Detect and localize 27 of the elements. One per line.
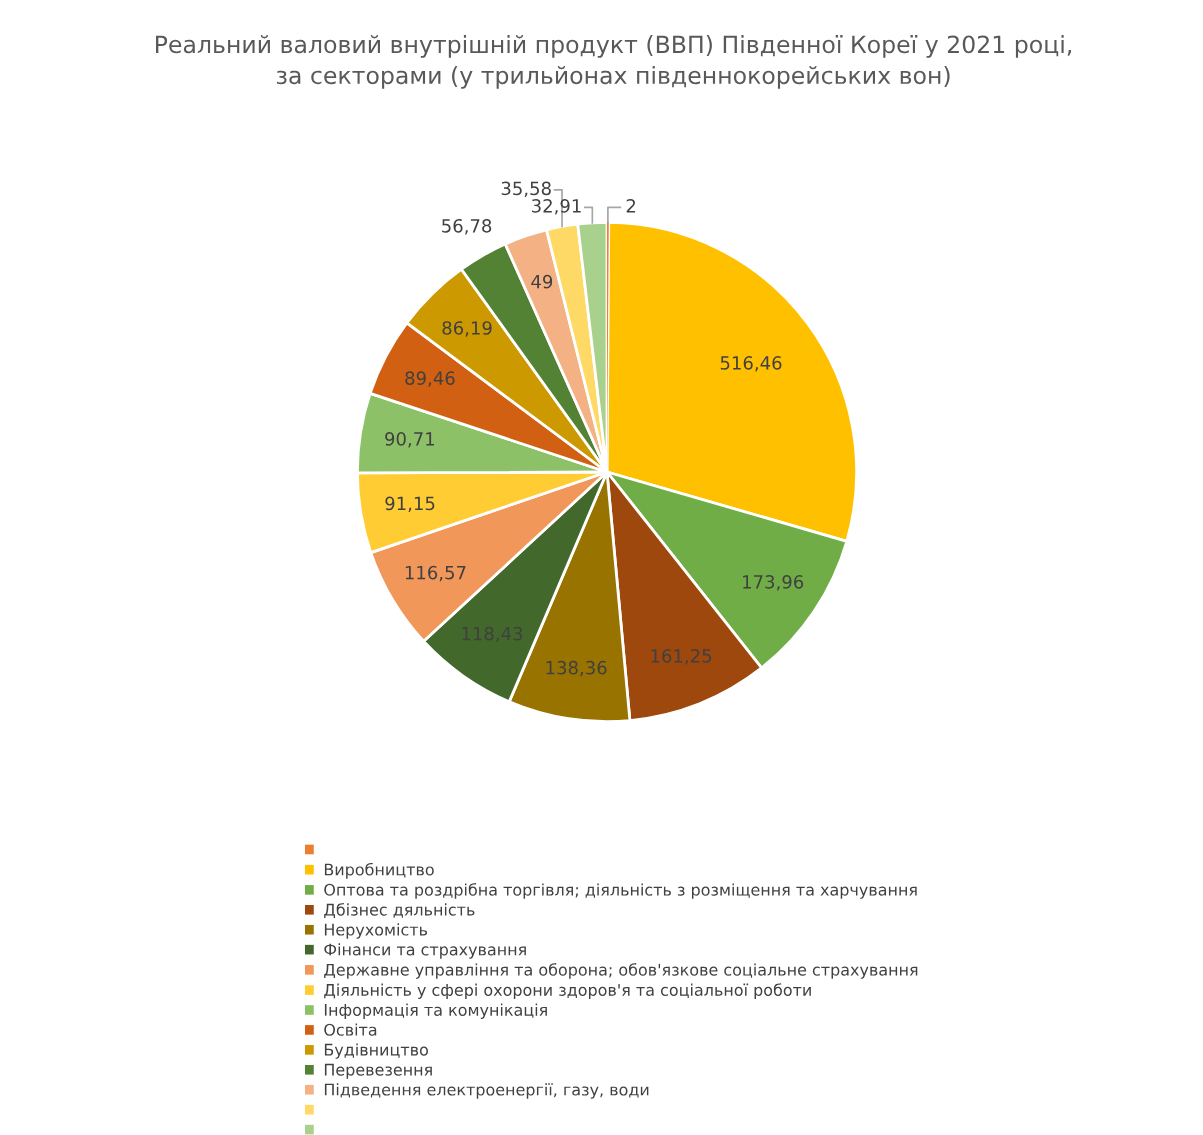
data-label: 116,57 [405, 565, 466, 582]
data-label: 91,15 [385, 496, 435, 513]
data-label: 516,46 [720, 356, 782, 372]
data-label: 138,36 [546, 660, 607, 677]
legend-label: Освіта [324, 1023, 377, 1036]
data-label: 49 [531, 274, 553, 289]
legend-label: Фінанси та страхування [324, 943, 526, 959]
legend-label: Інформація та комунікація [324, 1003, 547, 1019]
data-label: 89,46 [405, 371, 455, 387]
legend-label: Виробництво [324, 862, 434, 879]
legend-label: Дбізнес дяльність [324, 903, 475, 918]
data-label: 90,71 [385, 432, 435, 448]
data-label: 56,78 [442, 218, 492, 235]
data-label: 2 [626, 199, 636, 213]
data-label: 161,25 [651, 649, 712, 665]
chart-title: Реальний валовий внутрішній продукт (ВВП) Південної Кореї у 2021 році, за секторами (у трильйонах південнокорейських вон) [156, 35, 1072, 89]
legend-label: Будівництво [324, 1043, 428, 1059]
legend-label: Нерухомість [324, 923, 428, 939]
legend-label: Діяльність у сфері охорони здоров'я та соціальної роботи [324, 983, 811, 1000]
legend-label: Оптова та роздрібна торгівля; діяльність з розміщення та харчування [324, 883, 917, 899]
data-label: 173,96 [743, 575, 804, 591]
legend-label: Державне управління та оборона; обов'язкове соціальне страхування [324, 963, 918, 979]
legend-label: Підведення електроенергії, газу, води [324, 1083, 649, 1099]
data-label: 35,58 [501, 181, 551, 198]
data-label: 86,19 [442, 321, 492, 337]
legend-label: Перевезення [324, 1063, 432, 1079]
data-label: 32,91 [532, 199, 581, 215]
